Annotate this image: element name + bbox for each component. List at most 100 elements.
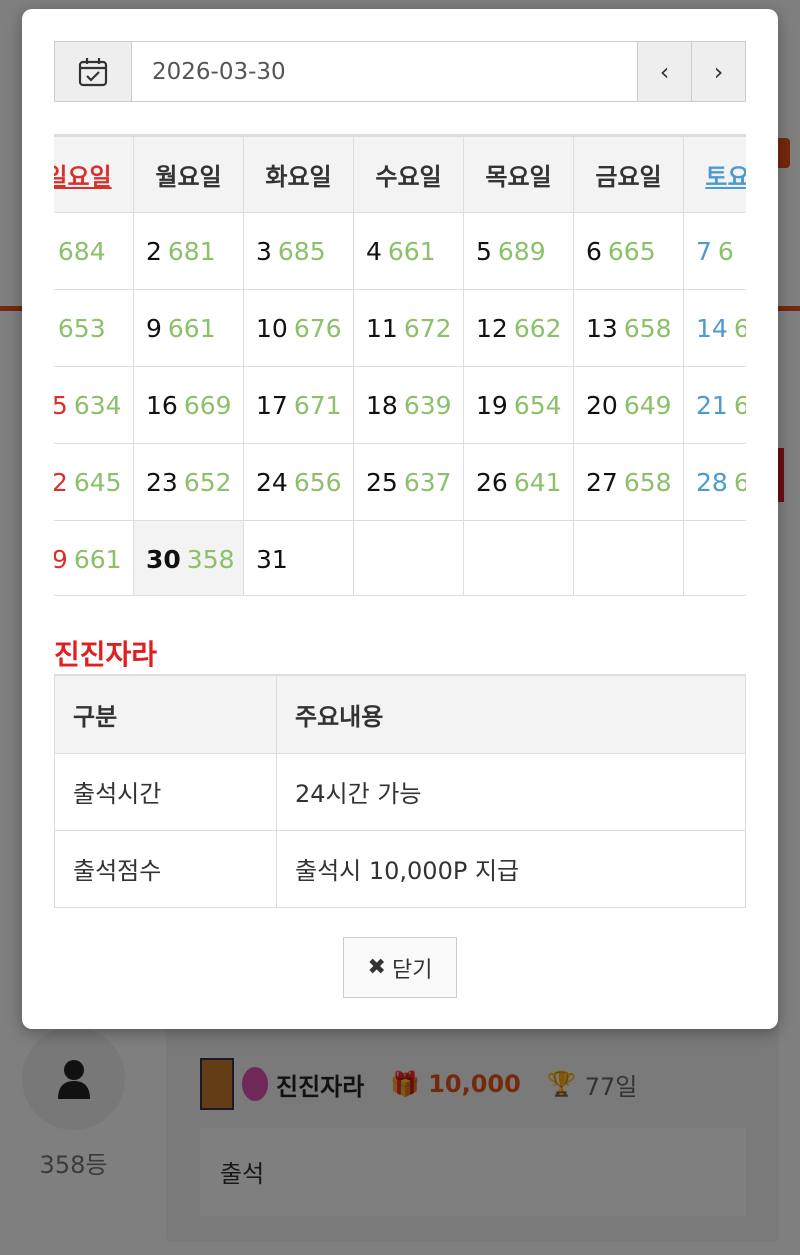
calendar-day[interactable]: 23 652 xyxy=(133,443,244,521)
calendar-day[interactable]: 216 xyxy=(683,366,746,444)
calendar-week: 156341666917671186391965420649216 xyxy=(54,366,746,444)
attendance-count: 665 xyxy=(607,236,656,266)
calendar-day[interactable]: 27 658 xyxy=(573,443,684,521)
calendar-day[interactable]: 3 685 xyxy=(243,212,354,290)
attendance-count: 658 xyxy=(623,313,672,343)
calendar-day[interactable]: 29661 xyxy=(54,520,134,595)
calendar-day[interactable]: 286 xyxy=(683,443,746,521)
calendar: 일요일월요일화요일수요일목요일금요일토요일 168426813685466156… xyxy=(54,136,746,595)
chevron-left-icon: ‹ xyxy=(659,57,670,86)
calendar-scroll[interactable]: 일요일월요일화요일수요일목요일금요일토요일 168426813685466156… xyxy=(54,134,746,596)
calendar-day[interactable]: 20 649 xyxy=(573,366,684,444)
calendar-day[interactable]: 13 658 xyxy=(573,289,684,367)
calendar-day[interactable]: 8653 xyxy=(54,289,134,367)
calendar-day[interactable]: 18 639 xyxy=(353,366,464,444)
calendar-day xyxy=(353,520,464,595)
calendar-day[interactable]: 11 672 xyxy=(353,289,464,367)
day-number: 28 xyxy=(696,467,728,497)
calendar-check-icon xyxy=(78,57,108,86)
close-button[interactable]: ✖ 닫기 xyxy=(343,937,457,998)
day-number: 12 xyxy=(476,313,508,343)
calendar-day[interactable]: 26 641 xyxy=(463,443,574,521)
info-row: 출석점수 출석시 10,000P 지급 xyxy=(54,829,746,908)
attendance-count: 661 xyxy=(167,313,216,343)
calendar-day[interactable]: 5 689 xyxy=(463,212,574,290)
calendar-day[interactable]: 6 665 xyxy=(573,212,684,290)
attendance-count: 6 xyxy=(734,468,746,497)
calendar-day[interactable]: 15634 xyxy=(54,366,134,444)
day-number: 10 xyxy=(256,313,288,343)
prev-month-button[interactable]: ‹ xyxy=(637,42,691,101)
day-number: 25 xyxy=(366,467,398,497)
weekday-header: 일요일 xyxy=(54,136,134,213)
day-number: 5 xyxy=(476,236,492,266)
weekday-header: 수요일 xyxy=(353,136,464,213)
calendar-day[interactable]: 9 661 xyxy=(133,289,244,367)
weekday-header: 토요일 xyxy=(683,136,746,213)
day-number: 18 xyxy=(366,390,398,420)
calendar-day[interactable]: 22645 xyxy=(54,443,134,521)
calendar-week: 226452365224656256372664127658286 xyxy=(54,443,746,521)
day-number: 20 xyxy=(586,390,618,420)
calendar-day[interactable]: 16 669 xyxy=(133,366,244,444)
calendar-week: 296613035831 xyxy=(54,520,746,595)
calendar-day[interactable]: 24 656 xyxy=(243,443,354,521)
attendance-count: 658 xyxy=(623,467,672,497)
calendar-day[interactable]: 12 662 xyxy=(463,289,574,367)
attendance-count: 661 xyxy=(387,236,436,266)
day-number: 11 xyxy=(366,313,398,343)
attendance-count: 652 xyxy=(183,467,232,497)
attendance-count: 661 xyxy=(73,544,122,574)
calendar-day[interactable]: 19 654 xyxy=(463,366,574,444)
weekday-header: 월요일 xyxy=(133,136,244,213)
attendance-count: 681 xyxy=(167,236,216,266)
day-number: 2 xyxy=(146,236,162,266)
attendance-count: 639 xyxy=(403,390,452,420)
day-number: 23 xyxy=(146,467,178,497)
attendance-count: 637 xyxy=(403,467,452,497)
attendance-count: 684 xyxy=(57,236,106,266)
calendar-day[interactable]: 10 676 xyxy=(243,289,354,367)
attendance-count: 669 xyxy=(183,390,232,420)
calendar-day[interactable]: 4 661 xyxy=(353,212,464,290)
calendar-day[interactable]: 17 671 xyxy=(243,366,354,444)
attendance-count: 358 xyxy=(186,544,235,574)
day-number: 7 xyxy=(696,236,712,266)
day-number: 26 xyxy=(476,467,508,497)
close-icon: ✖ xyxy=(367,955,386,980)
next-month-button[interactable]: › xyxy=(691,42,745,101)
attendance-count: 6 xyxy=(734,391,746,420)
day-number: 29 xyxy=(54,545,68,574)
date-picker: ‹ › xyxy=(54,41,746,102)
info-header-row: 구분 주요내용 xyxy=(54,674,746,754)
day-number: 14 xyxy=(696,313,728,343)
info-table: 구분 주요내용 출석시간 24시간 가능 출석점수 출석시 10,000P 지급 xyxy=(54,674,746,908)
day-number: 24 xyxy=(256,467,288,497)
chevron-right-icon: › xyxy=(713,57,724,86)
calendar-day[interactable]: 30 358 xyxy=(133,520,244,595)
calendar-button[interactable] xyxy=(55,42,132,101)
header-category: 구분 xyxy=(54,674,277,754)
close-label: 닫기 xyxy=(391,957,433,983)
calendar-day[interactable]: 25 637 xyxy=(353,443,464,521)
weekday-header: 금요일 xyxy=(573,136,684,213)
date-input[interactable] xyxy=(132,42,637,101)
calendar-day[interactable]: 31 xyxy=(243,520,354,595)
attendance-count: 671 xyxy=(293,390,342,420)
event-title: 진진자라 xyxy=(54,638,158,671)
info-label: 출석시간 xyxy=(54,752,277,831)
calendar-day[interactable]: 2 681 xyxy=(133,212,244,290)
attendance-count: 662 xyxy=(513,313,562,343)
day-number: 6 xyxy=(586,236,602,266)
calendar-day xyxy=(573,520,684,595)
day-number: 17 xyxy=(256,390,288,420)
weekday-header: 목요일 xyxy=(463,136,574,213)
calendar-day[interactable]: 1684 xyxy=(54,212,134,290)
attendance-count: 6 xyxy=(717,236,734,266)
calendar-day[interactable]: 146 xyxy=(683,289,746,367)
calendar-day xyxy=(683,520,746,595)
day-number: 21 xyxy=(696,390,728,420)
attendance-count: 645 xyxy=(73,467,122,497)
day-number: 27 xyxy=(586,467,618,497)
